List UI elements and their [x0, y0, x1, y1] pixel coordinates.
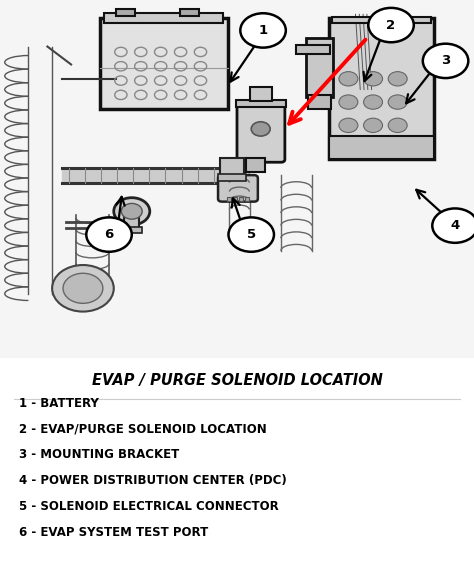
- Bar: [236, 100, 286, 107]
- Circle shape: [339, 95, 358, 109]
- Circle shape: [388, 72, 407, 86]
- Text: 5: 5: [246, 228, 256, 241]
- Text: 6: 6: [104, 228, 114, 241]
- Circle shape: [121, 204, 142, 219]
- Bar: [233, 197, 237, 201]
- Bar: [218, 174, 246, 181]
- Text: 6 - EVAP SYSTEM TEST PORT: 6 - EVAP SYSTEM TEST PORT: [19, 526, 208, 539]
- Bar: [250, 87, 272, 101]
- Circle shape: [339, 118, 358, 133]
- FancyBboxPatch shape: [237, 101, 285, 162]
- Circle shape: [364, 118, 383, 133]
- Text: 1 - BATTERY: 1 - BATTERY: [19, 397, 99, 410]
- Circle shape: [368, 8, 414, 42]
- Circle shape: [388, 118, 407, 133]
- Bar: [116, 9, 135, 16]
- Circle shape: [432, 209, 474, 243]
- Circle shape: [364, 72, 383, 86]
- Circle shape: [251, 122, 270, 136]
- Text: 2 - EVAP/PURGE SOLENOID LOCATION: 2 - EVAP/PURGE SOLENOID LOCATION: [19, 422, 267, 435]
- Circle shape: [114, 198, 150, 225]
- Circle shape: [86, 217, 132, 252]
- Circle shape: [52, 265, 114, 311]
- Text: 4: 4: [450, 219, 460, 232]
- FancyBboxPatch shape: [218, 175, 258, 202]
- Circle shape: [339, 72, 358, 86]
- Bar: [180, 9, 199, 16]
- Text: 3 - MOUNTING BRACKET: 3 - MOUNTING BRACKET: [19, 448, 179, 461]
- Text: 4 - POWER DISTRIBUTION CENTER (PDC): 4 - POWER DISTRIBUTION CENTER (PDC): [19, 474, 287, 487]
- Bar: [124, 209, 139, 229]
- Circle shape: [388, 95, 407, 109]
- Bar: [227, 197, 231, 201]
- Bar: [332, 17, 431, 23]
- Text: EVAP / PURGE SOLENOID LOCATION: EVAP / PURGE SOLENOID LOCATION: [91, 373, 383, 387]
- Bar: [296, 45, 330, 54]
- Circle shape: [240, 13, 286, 47]
- Bar: [100, 18, 228, 109]
- Bar: [329, 18, 434, 160]
- Bar: [308, 95, 331, 109]
- Text: 1: 1: [258, 24, 268, 37]
- Bar: [104, 12, 223, 23]
- Circle shape: [63, 274, 103, 303]
- Bar: [246, 157, 265, 172]
- Bar: [220, 158, 244, 179]
- Circle shape: [364, 95, 383, 109]
- Text: 3: 3: [441, 54, 450, 67]
- Text: 5 - SOLENOID ELECTRICAL CONNECTOR: 5 - SOLENOID ELECTRICAL CONNECTOR: [19, 500, 279, 513]
- Circle shape: [423, 43, 468, 78]
- Bar: [329, 136, 434, 160]
- Bar: [121, 227, 142, 233]
- Circle shape: [228, 217, 274, 252]
- Bar: [239, 197, 243, 201]
- Text: 2: 2: [386, 19, 396, 32]
- Bar: [245, 197, 249, 201]
- Bar: [306, 38, 333, 96]
